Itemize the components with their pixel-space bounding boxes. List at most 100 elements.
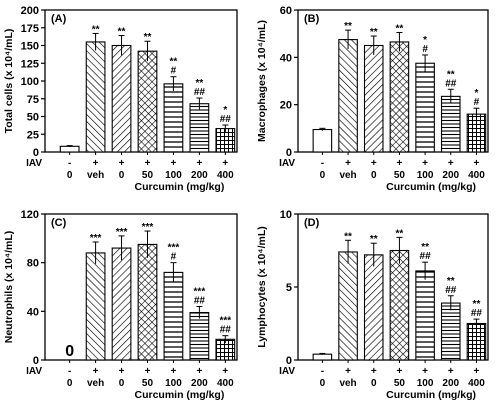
y-tick-label: 0 bbox=[286, 147, 292, 159]
significance-hash: ## bbox=[445, 285, 457, 296]
bar-3 bbox=[111, 44, 132, 153]
significance-star: ** bbox=[195, 78, 203, 89]
iav-symbol: + bbox=[196, 158, 202, 169]
category-label: 0 bbox=[371, 378, 377, 389]
iav-symbol: + bbox=[222, 158, 228, 169]
y-tick-label: 200 bbox=[21, 5, 39, 17]
y-tick-label: 175 bbox=[21, 23, 39, 35]
iav-symbol: + bbox=[145, 366, 151, 377]
category-label: 200 bbox=[191, 170, 208, 181]
bar-3 bbox=[111, 247, 132, 361]
y-tick-label: 80 bbox=[27, 258, 39, 270]
significance-star: ** bbox=[396, 228, 404, 239]
panel-label: (D) bbox=[304, 217, 320, 229]
bar-6 bbox=[440, 95, 461, 153]
significance-star: *** bbox=[194, 286, 206, 297]
significance-star: *** bbox=[168, 243, 180, 254]
iav-label: IAV bbox=[279, 158, 295, 169]
significance-hash: ## bbox=[420, 251, 432, 262]
category-label: 100 bbox=[417, 378, 434, 389]
y-tick-label: 50 bbox=[27, 112, 39, 124]
y-axis-label: Lymphocytes (x 10⁴/mL) bbox=[256, 226, 268, 348]
bar-6 bbox=[189, 311, 210, 361]
category-label: 0 bbox=[119, 378, 125, 389]
y-tick-label: 0 bbox=[286, 355, 292, 367]
category-label: veh bbox=[87, 170, 104, 181]
iav-label: IAV bbox=[26, 158, 42, 169]
category-label: 200 bbox=[442, 170, 459, 181]
category-label: veh bbox=[339, 378, 356, 389]
iav-symbol: + bbox=[371, 158, 377, 169]
category-label: 400 bbox=[217, 378, 234, 389]
significance-hash: # bbox=[474, 97, 480, 108]
y-tick-label: 75 bbox=[27, 94, 39, 106]
bar-1 bbox=[59, 145, 80, 153]
significance-hash: ## bbox=[194, 295, 206, 306]
category-label: 0 bbox=[67, 378, 73, 389]
y-tick-label: 40 bbox=[27, 306, 39, 318]
category-label: 200 bbox=[442, 378, 459, 389]
x-axis-label: Curcumin (mg/kg) bbox=[135, 389, 225, 401]
zero-value-label: 0 bbox=[65, 343, 74, 360]
significance-star: ** bbox=[396, 23, 404, 34]
iav-label: IAV bbox=[279, 366, 295, 377]
y-tick-label: 150 bbox=[21, 41, 39, 53]
category-label: veh bbox=[339, 170, 356, 181]
y-tick-label: 0 bbox=[33, 355, 39, 367]
y-tick-label: 60 bbox=[280, 5, 292, 17]
y-tick-label: 25 bbox=[27, 129, 39, 141]
iav-symbol: + bbox=[93, 366, 99, 377]
iav-symbol: + bbox=[345, 366, 351, 377]
bar-2 bbox=[338, 251, 358, 361]
significance-star: ** bbox=[344, 21, 352, 32]
category-label: 50 bbox=[142, 170, 154, 181]
significance-hash: # bbox=[171, 252, 177, 263]
category-label: 0 bbox=[67, 170, 73, 181]
y-tick-label: 125 bbox=[21, 58, 39, 70]
iav-symbol: + bbox=[119, 158, 125, 169]
significance-hash: # bbox=[171, 66, 177, 77]
iav-symbol: - bbox=[321, 158, 324, 169]
iav-symbol: + bbox=[222, 366, 228, 377]
significance-hash: ## bbox=[220, 114, 232, 125]
iav-symbol: + bbox=[345, 158, 351, 169]
panel-label: (C) bbox=[51, 217, 67, 229]
iav-symbol: + bbox=[422, 366, 428, 377]
iav-symbol: + bbox=[371, 366, 377, 377]
significance-hash: ## bbox=[220, 325, 232, 336]
category-label: 0 bbox=[371, 170, 377, 181]
y-tick-label: 40 bbox=[280, 52, 292, 64]
iav-symbol: + bbox=[171, 158, 177, 169]
significance-star: ** bbox=[344, 231, 352, 242]
bar-4 bbox=[137, 243, 158, 361]
y-tick-label: 10 bbox=[280, 209, 292, 221]
bar-3 bbox=[363, 44, 384, 153]
x-axis-label: Curcumin (mg/kg) bbox=[386, 181, 476, 193]
significance-star: *** bbox=[219, 316, 231, 327]
bar-6 bbox=[189, 103, 210, 153]
bar-4 bbox=[389, 41, 410, 153]
significance-star: ** bbox=[370, 234, 378, 245]
significance-star: ** bbox=[92, 24, 100, 35]
bar-7 bbox=[466, 322, 487, 361]
significance-star: ** bbox=[447, 276, 455, 287]
significance-star: ** bbox=[370, 27, 378, 38]
bar-4 bbox=[389, 249, 410, 361]
category-label: 100 bbox=[165, 378, 182, 389]
significance-star: ** bbox=[473, 299, 481, 310]
category-label: 50 bbox=[142, 378, 154, 389]
iav-symbol: + bbox=[448, 158, 454, 169]
iav-symbol: + bbox=[474, 366, 480, 377]
category-label: 200 bbox=[191, 378, 208, 389]
iav-symbol: - bbox=[68, 366, 71, 377]
bar-5 bbox=[163, 83, 184, 153]
iav-symbol: + bbox=[448, 366, 454, 377]
category-label: 0 bbox=[320, 170, 326, 181]
bar-1 bbox=[312, 353, 333, 361]
y-tick-label: 120 bbox=[21, 209, 39, 221]
x-axis-label: Curcumin (mg/kg) bbox=[135, 181, 225, 193]
category-label: 100 bbox=[417, 170, 434, 181]
